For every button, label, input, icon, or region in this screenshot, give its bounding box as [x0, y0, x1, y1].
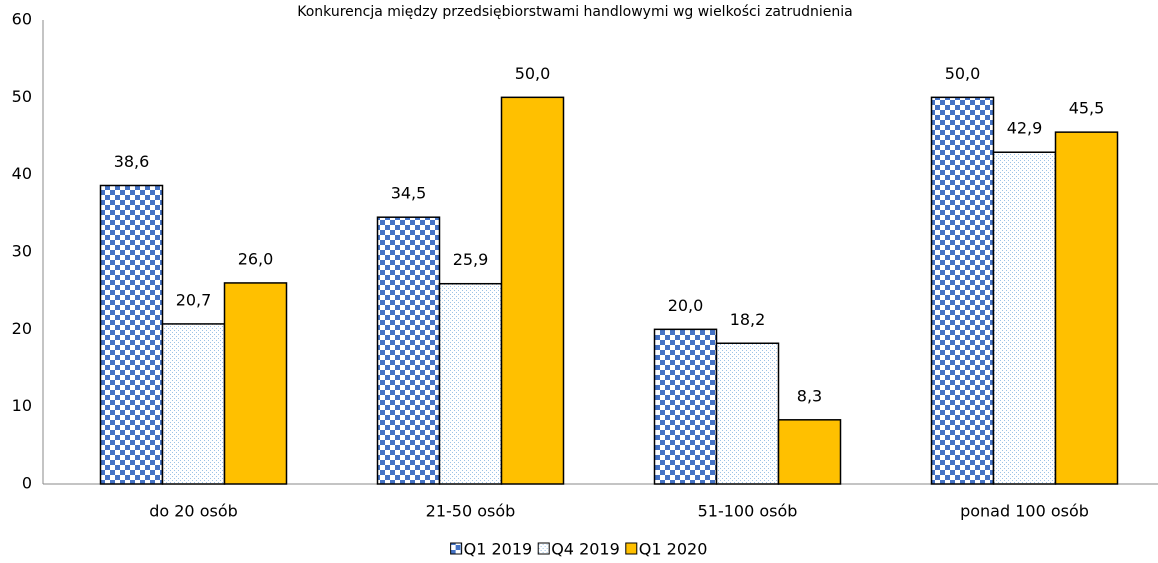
bar	[1054, 131, 1119, 485]
bar	[438, 282, 503, 485]
legend-label: Q4 2019	[551, 540, 620, 559]
bar	[653, 328, 718, 485]
y-tick-label: 60	[12, 10, 32, 29]
bar	[376, 216, 441, 485]
chart-title: Konkurencja między przedsiębiorstwami ha…	[297, 4, 852, 20]
x-tick-label: do 20 osób	[149, 502, 238, 521]
x-tick-label: ponad 100 osób	[960, 502, 1089, 521]
bar	[223, 282, 288, 485]
legend-label: Q1 2020	[639, 540, 708, 559]
data-label: 20,0	[668, 296, 704, 315]
legend-swatch	[537, 542, 550, 555]
data-label: 18,2	[730, 310, 766, 329]
bar	[992, 151, 1057, 485]
y-tick-label: 10	[12, 396, 32, 415]
legend-swatch	[450, 542, 463, 555]
y-tick-label: 30	[12, 242, 32, 261]
data-label: 25,9	[453, 250, 489, 269]
legend: Q1 2019 Q4 2019 Q1 2020	[450, 540, 708, 559]
data-label: 38,6	[114, 152, 150, 171]
bar	[930, 96, 995, 485]
data-label: 8,3	[797, 386, 822, 405]
bar	[99, 184, 164, 485]
x-tick-label: 21-50 osób	[426, 502, 516, 521]
legend-label: Q1 2019	[464, 540, 533, 559]
legend-swatch	[625, 542, 638, 555]
data-label: 50,0	[515, 64, 551, 83]
data-label: 20,7	[176, 290, 212, 309]
y-tick-label: 50	[12, 87, 32, 106]
y-tick-label: 40	[12, 164, 32, 183]
bar	[777, 419, 842, 485]
data-label: 45,5	[1069, 99, 1105, 118]
x-tick-label: 51-100 osób	[698, 502, 798, 521]
data-label: 42,9	[1007, 119, 1043, 138]
bar	[161, 323, 226, 485]
y-tick-label: 20	[12, 319, 32, 338]
bar	[500, 96, 565, 485]
data-label: 50,0	[945, 64, 981, 83]
data-label: 34,5	[391, 184, 427, 203]
bar	[715, 342, 780, 485]
y-tick-label: 0	[22, 474, 32, 493]
data-label: 26,0	[238, 249, 274, 268]
